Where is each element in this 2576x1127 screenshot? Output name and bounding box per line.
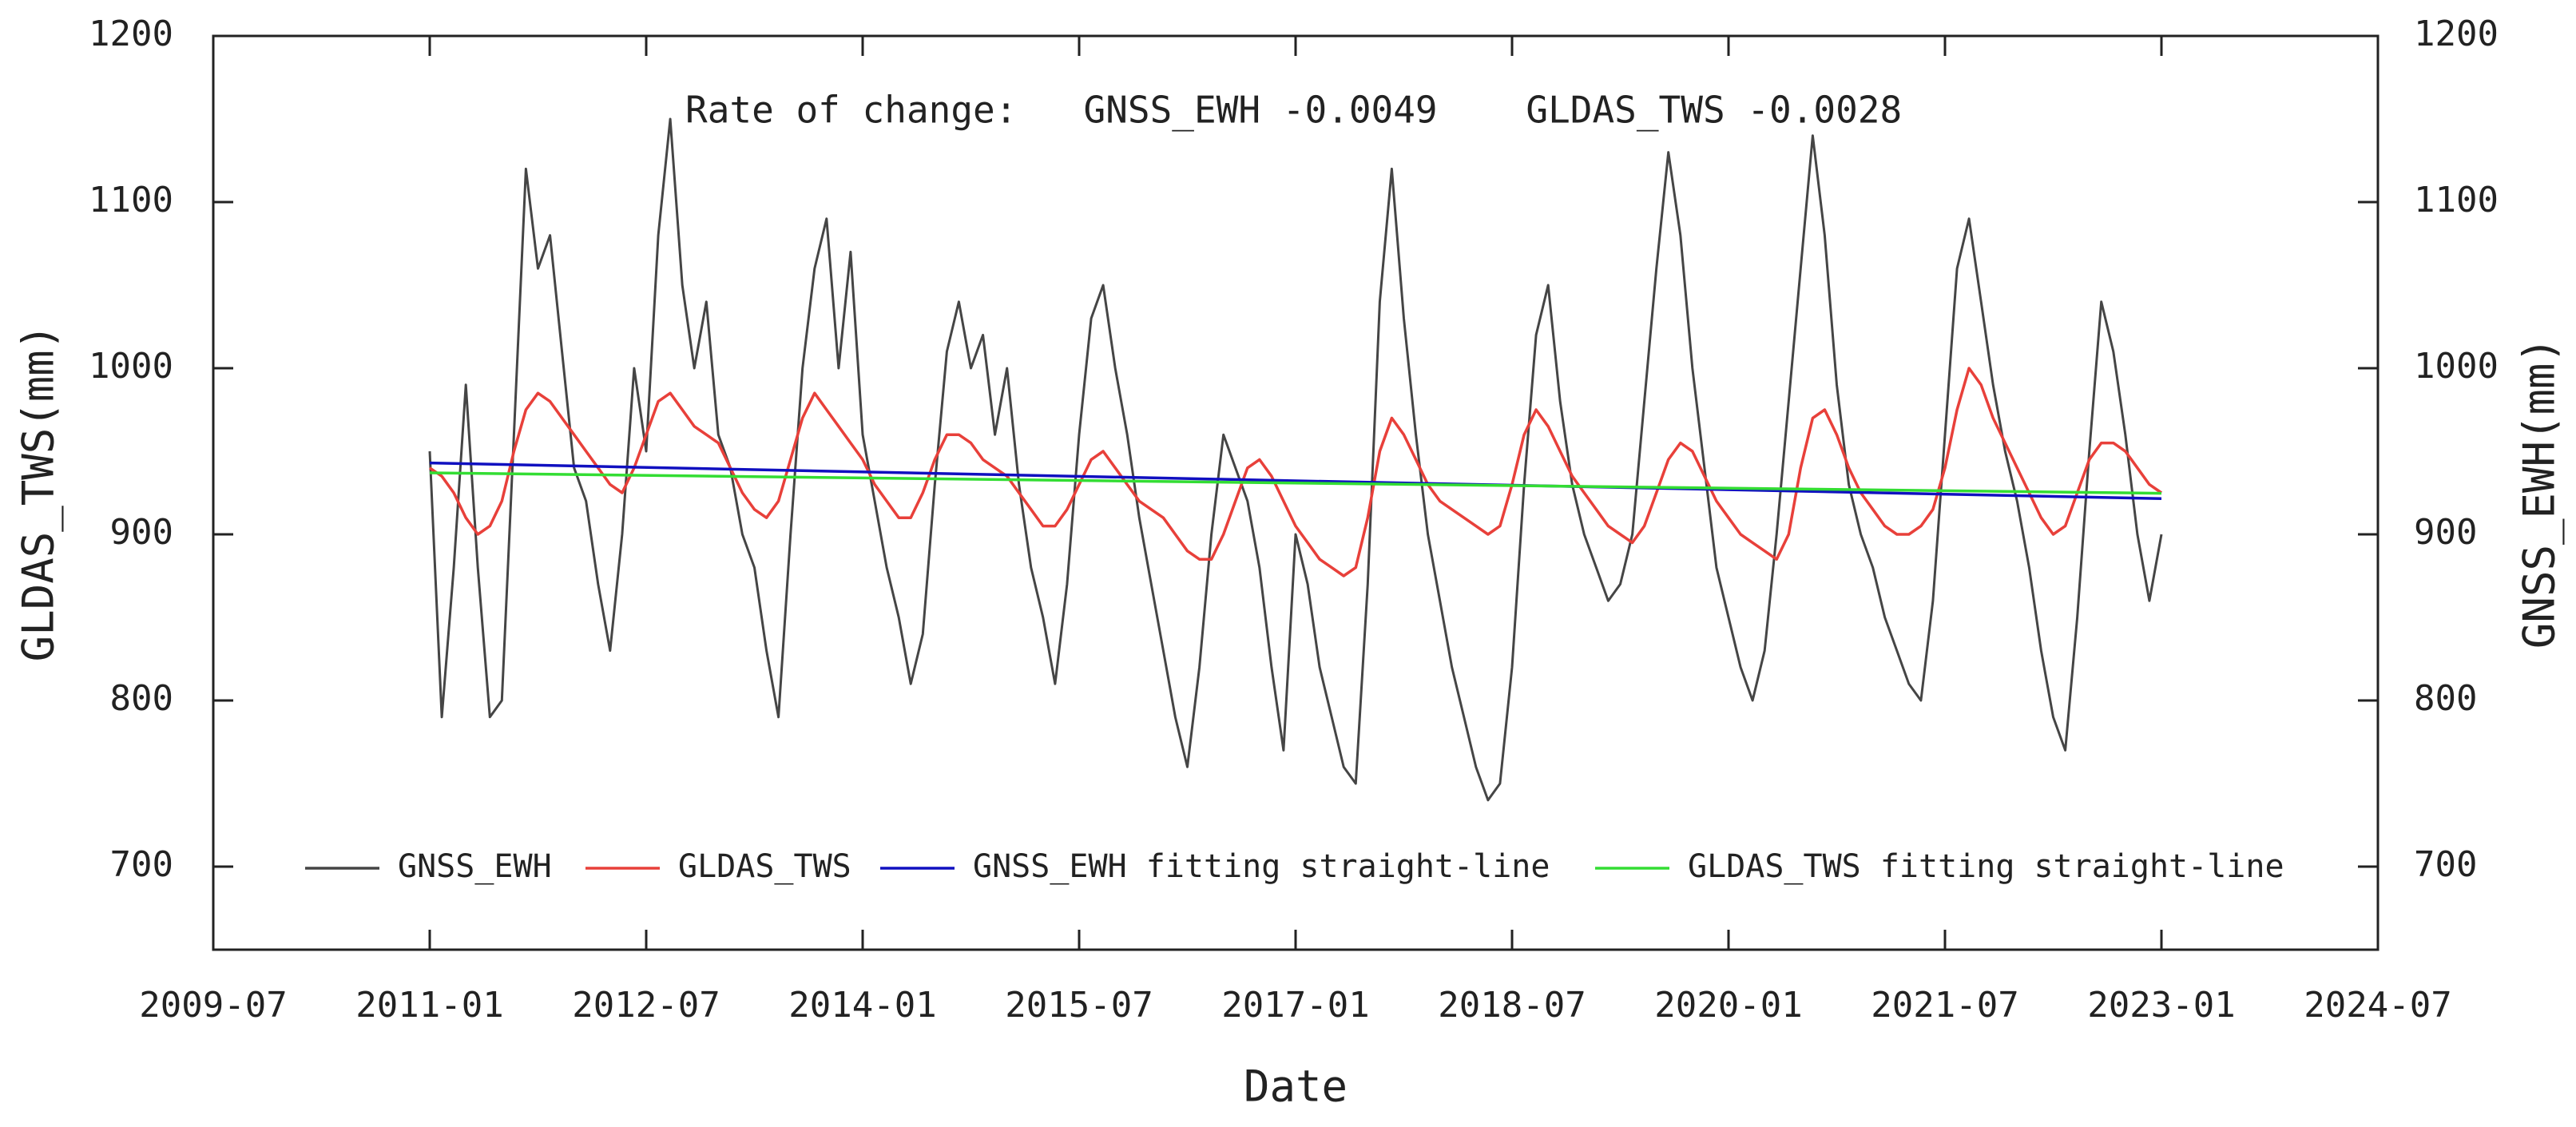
x-tick-label: 2014-01 <box>788 985 936 1026</box>
y2-tick-label: 1000 <box>2414 346 2499 387</box>
series-line <box>429 471 2162 495</box>
y-tick-label: 1100 <box>89 180 173 220</box>
legend-label: GNSS_EWH <box>398 848 552 885</box>
x-tick-label: 2021-07 <box>1871 985 2018 1026</box>
legend-label: GLDAS_TWS <box>678 848 851 885</box>
legend-label: GLDAS_TWS fitting straight-line <box>1688 848 2284 885</box>
x-tick-label: 2012-07 <box>572 985 720 1026</box>
y2-tick-label: 1200 <box>2414 14 2499 54</box>
series-line <box>428 117 2163 802</box>
x-tick-label: 2015-07 <box>1005 985 1153 1026</box>
y-tick-label: 800 <box>110 678 173 719</box>
x-axis-label: Date <box>1244 1062 1348 1112</box>
series-line <box>429 367 2162 577</box>
y-axis-label: GLDAS_TWS(mm) <box>14 324 64 662</box>
x-tick-label: 2018-07 <box>1438 985 1586 1026</box>
y2-axis-label: GNSS_EWH(mm) <box>2514 337 2565 649</box>
x-tick-label: 2023-01 <box>2087 985 2235 1026</box>
y-tick-label: 900 <box>110 512 173 553</box>
y-tick-label: 1200 <box>89 14 173 54</box>
y2-tick-label: 1100 <box>2414 180 2499 220</box>
x-tick-label: 2017-01 <box>1221 985 1369 1026</box>
legend-label: GNSS_EWH fitting straight-line <box>973 848 1550 885</box>
x-tick-label: 2024-07 <box>2304 985 2451 1026</box>
annotation: Rate of change: GNSS_EWH -0.0049 GLDAS_T… <box>685 89 1902 132</box>
y2-tick-label: 700 <box>2414 844 2477 885</box>
x-tick-label: 2009-07 <box>139 985 287 1026</box>
y-tick-label: 700 <box>110 844 173 885</box>
x-tick-label: 2020-01 <box>1654 985 1802 1026</box>
y2-tick-label: 800 <box>2414 678 2477 719</box>
x-tick-label: 2011-01 <box>355 985 503 1026</box>
y2-tick-label: 900 <box>2414 512 2477 553</box>
series-line <box>429 461 2162 501</box>
y-tick-label: 1000 <box>89 346 173 387</box>
